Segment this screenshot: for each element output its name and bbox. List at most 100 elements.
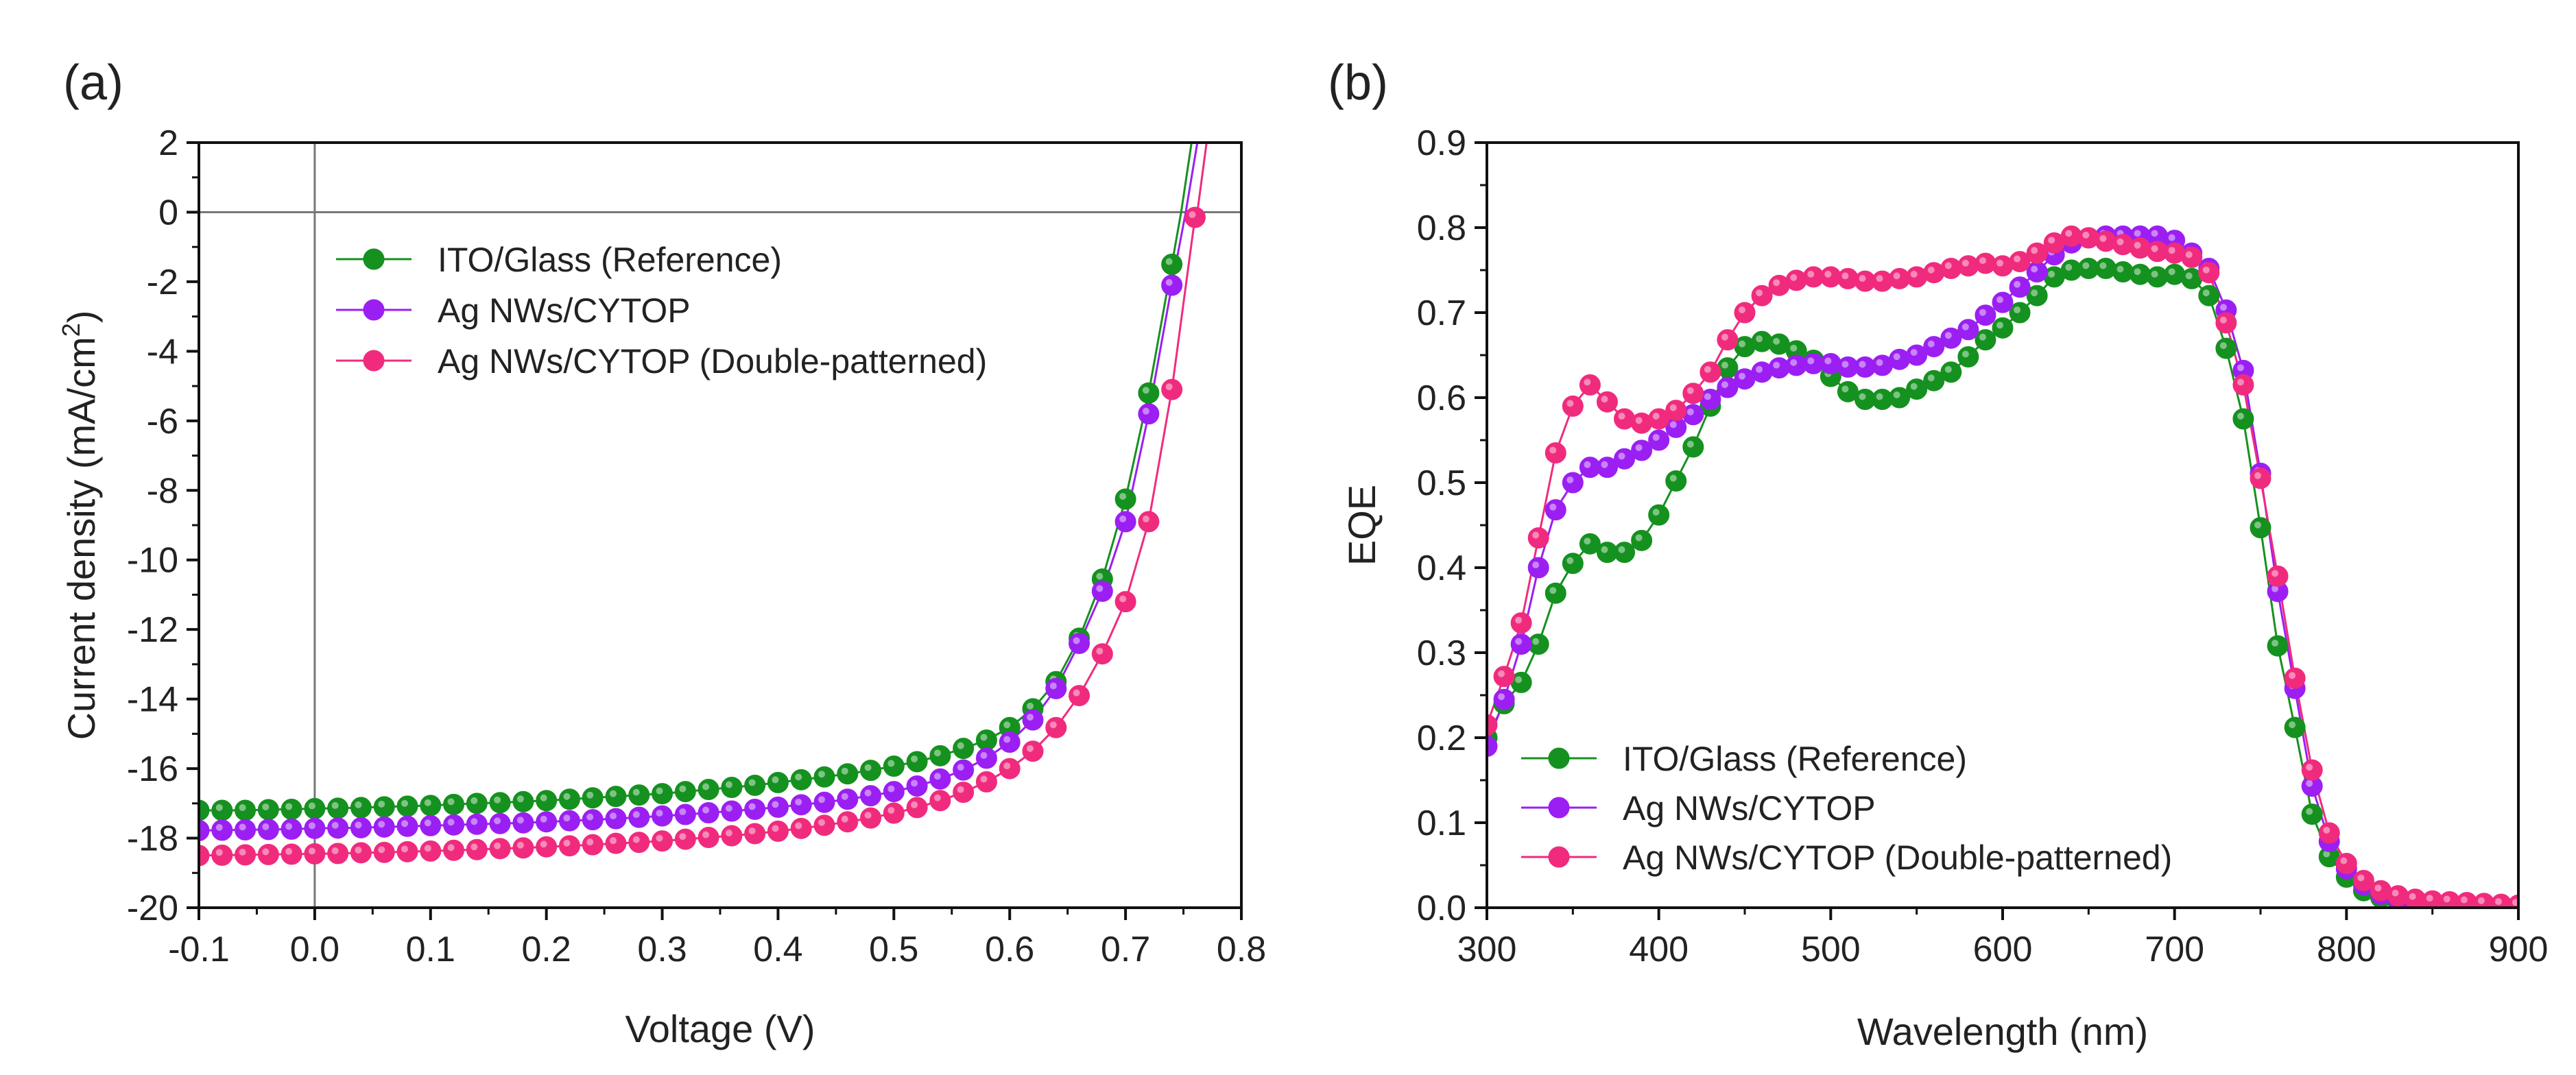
data-point-highlight-reference <box>957 742 964 749</box>
data-point-highlight-double <box>957 786 964 793</box>
data-point-highlight-agnws <box>2031 265 2038 273</box>
data-point-highlight-double <box>772 825 779 832</box>
data-point-double <box>1596 391 1618 413</box>
data-point-highlight-reference <box>656 787 663 795</box>
data-point-reference <box>674 781 696 803</box>
data-point-highlight-reference <box>1927 374 1935 382</box>
data-point-highlight-double <box>262 848 270 856</box>
data-point-highlight-reference <box>1669 474 1677 482</box>
data-point-reference <box>489 792 511 814</box>
data-point-double <box>1069 685 1090 707</box>
data-point-reference <box>582 787 604 809</box>
data-point-double <box>443 839 465 861</box>
data-point-double <box>1545 442 1566 464</box>
data-point-reference <box>512 790 534 812</box>
data-point-agnws <box>906 775 928 797</box>
data-point-highlight-double <box>516 841 524 849</box>
data-point-highlight-double <box>1566 400 1574 407</box>
data-point-double <box>1700 361 1721 383</box>
data-point-highlight-reference <box>933 749 941 757</box>
data-point-highlight-double <box>864 812 872 819</box>
data-point-highlight-reference <box>1096 572 1104 580</box>
data-point-highlight-double <box>1119 595 1127 603</box>
data-point-highlight-double <box>1961 259 1969 267</box>
panel-a-y-axis-title-main: Current density (mA/cm <box>60 337 103 740</box>
series-points-double <box>1487 225 2518 908</box>
data-point-highlight-agnws <box>1824 357 1832 365</box>
panel-a-axes: -0.1 0.0 0.1 0.2 0.3 0.4 0.5 0.6 0.7 0.8 2 0 -2 -4 -6 -… <box>127 123 1266 969</box>
data-point-highlight-agnws <box>610 812 617 820</box>
data-point-highlight-reference <box>632 788 640 796</box>
data-point-highlight-agnws <box>1996 296 2003 304</box>
data-point-agnws <box>304 817 326 839</box>
x-tick-label: 700 <box>2145 930 2204 969</box>
legend-marker-reference <box>1548 747 1570 769</box>
data-point-double <box>744 823 766 845</box>
data-point-highlight-agnws <box>1876 359 1883 366</box>
x-tick-label: -0.1 <box>168 930 230 969</box>
data-point-reference <box>1545 582 1566 604</box>
data-point-highlight-double <box>540 841 547 848</box>
y-tick-label: 0 <box>158 193 178 232</box>
data-point-highlight-double <box>2219 316 2227 324</box>
data-point-highlight-double <box>2254 472 2261 479</box>
data-point-double <box>2318 822 2340 844</box>
data-point-highlight-double <box>1927 266 1935 274</box>
data-point-double <box>1114 591 1136 613</box>
data-point-highlight-double <box>1584 378 1591 386</box>
data-point-highlight-reference <box>1515 676 1523 684</box>
data-point-highlight-reference <box>494 796 501 804</box>
data-point-reference <box>235 799 257 821</box>
data-point-highlight-agnws <box>1119 515 1127 522</box>
data-point-highlight-double <box>656 834 663 842</box>
data-point-agnws <box>199 819 210 841</box>
data-point-highlight-reference <box>331 801 339 809</box>
data-point-agnws <box>953 759 975 781</box>
data-point-agnws <box>1545 499 1566 521</box>
data-point-reference <box>304 797 326 819</box>
data-point-highlight-double <box>702 831 710 838</box>
data-point-highlight-agnws <box>795 798 802 806</box>
panel-b-y-axis-title: EQE <box>1340 485 1383 566</box>
data-point-double <box>999 758 1021 780</box>
data-point-agnws <box>674 804 696 825</box>
data-point-highlight-double <box>2289 672 2296 679</box>
data-point-highlight-double <box>610 837 617 845</box>
data-point-double <box>1022 740 1044 762</box>
data-point-agnws <box>2009 276 2031 298</box>
data-point-agnws <box>697 802 719 824</box>
data-point-reference <box>1138 382 1160 404</box>
data-point-highlight-reference <box>540 794 547 801</box>
data-point-reference <box>373 796 395 818</box>
data-point-agnws <box>1510 633 1532 655</box>
data-point-agnws <box>1493 688 1515 710</box>
data-point-double <box>2250 468 2271 490</box>
panel-b-legend: ITO/Glass (Reference) Ag NWs/CYTOP Ag NW… <box>1521 740 2172 877</box>
data-point-reference <box>1957 346 1979 367</box>
data-point-reference <box>929 745 951 766</box>
data-point-double <box>1665 400 1687 422</box>
data-point-highlight-reference <box>610 790 617 797</box>
series-clip-group <box>1487 225 2518 908</box>
data-point-highlight-reference <box>864 764 872 771</box>
data-point-agnws <box>1161 274 1183 296</box>
data-point-highlight-double <box>1165 383 1173 391</box>
data-point-highlight-double <box>2426 895 2433 902</box>
data-point-highlight-agnws <box>1618 452 1625 460</box>
data-point-highlight-agnws <box>1584 461 1591 468</box>
data-point-agnws <box>837 788 859 810</box>
data-point-highlight-double <box>911 801 918 808</box>
data-point-highlight-agnws <box>586 813 594 821</box>
data-point-highlight-double <box>447 844 455 851</box>
data-point-highlight-double <box>2460 896 2468 904</box>
data-point-highlight-double <box>1773 279 1780 287</box>
data-point-agnws <box>1562 472 1584 494</box>
data-point-double <box>281 843 302 865</box>
data-point-reference <box>2198 285 2220 306</box>
data-point-reference <box>1940 361 1962 383</box>
data-point-reference <box>813 766 835 788</box>
data-point-highlight-double <box>2185 251 2193 258</box>
data-point-highlight-double <box>2443 895 2450 903</box>
data-point-reference <box>420 795 442 817</box>
data-point-reference <box>975 729 997 751</box>
